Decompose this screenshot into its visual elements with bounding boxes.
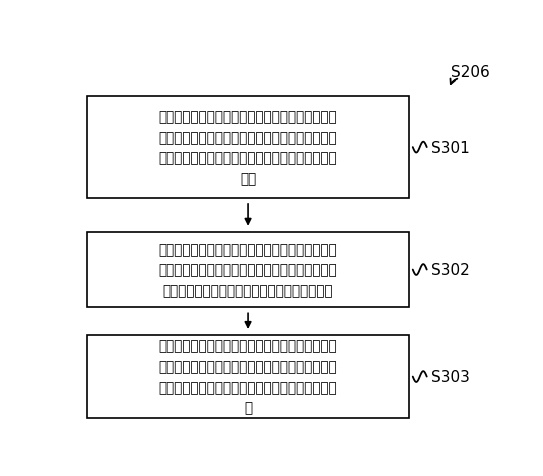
Text: S301: S301 [431,140,470,155]
FancyArrowPatch shape [245,314,251,327]
Text: 根据相邻的离散点拟合成的线条的第一目标特性对
第二级分段后各段中离散点进行初级分类，将相邻
的且属于同一弯曲大类的离散点划分为同一第三初
级段: 根据相邻的离散点拟合成的线条的第一目标特性对 第二级分段后各段中离散点进行初级分… [159,110,337,186]
Text: 根据相邻的离散点拟合成的线条的第三目标特性对
第三中级段中的隔离点进行终级分类，将相邻的且
属于同一弯曲更小类的离散点划分为同一第三终级
段: 根据相邻的离散点拟合成的线条的第三目标特性对 第三中级段中的隔离点进行终级分类，… [159,339,337,415]
Text: 根据相邻的离散点拟合成的线条的第二目标特性对
第三初级段中隔离点进行中级分类，将相邻的且属
于同一弯曲小类的离散点划分为同一第三中级段: 根据相邻的离散点拟合成的线条的第二目标特性对 第三初级段中隔离点进行中级分类，将… [159,242,337,298]
Text: S303: S303 [431,369,470,384]
Text: S302: S302 [431,262,470,278]
FancyArrowPatch shape [245,204,251,225]
Text: S206: S206 [451,65,489,80]
Bar [87,335,409,418]
Bar [87,232,409,307]
FancyArrowPatch shape [451,79,457,85]
Bar [87,97,409,198]
